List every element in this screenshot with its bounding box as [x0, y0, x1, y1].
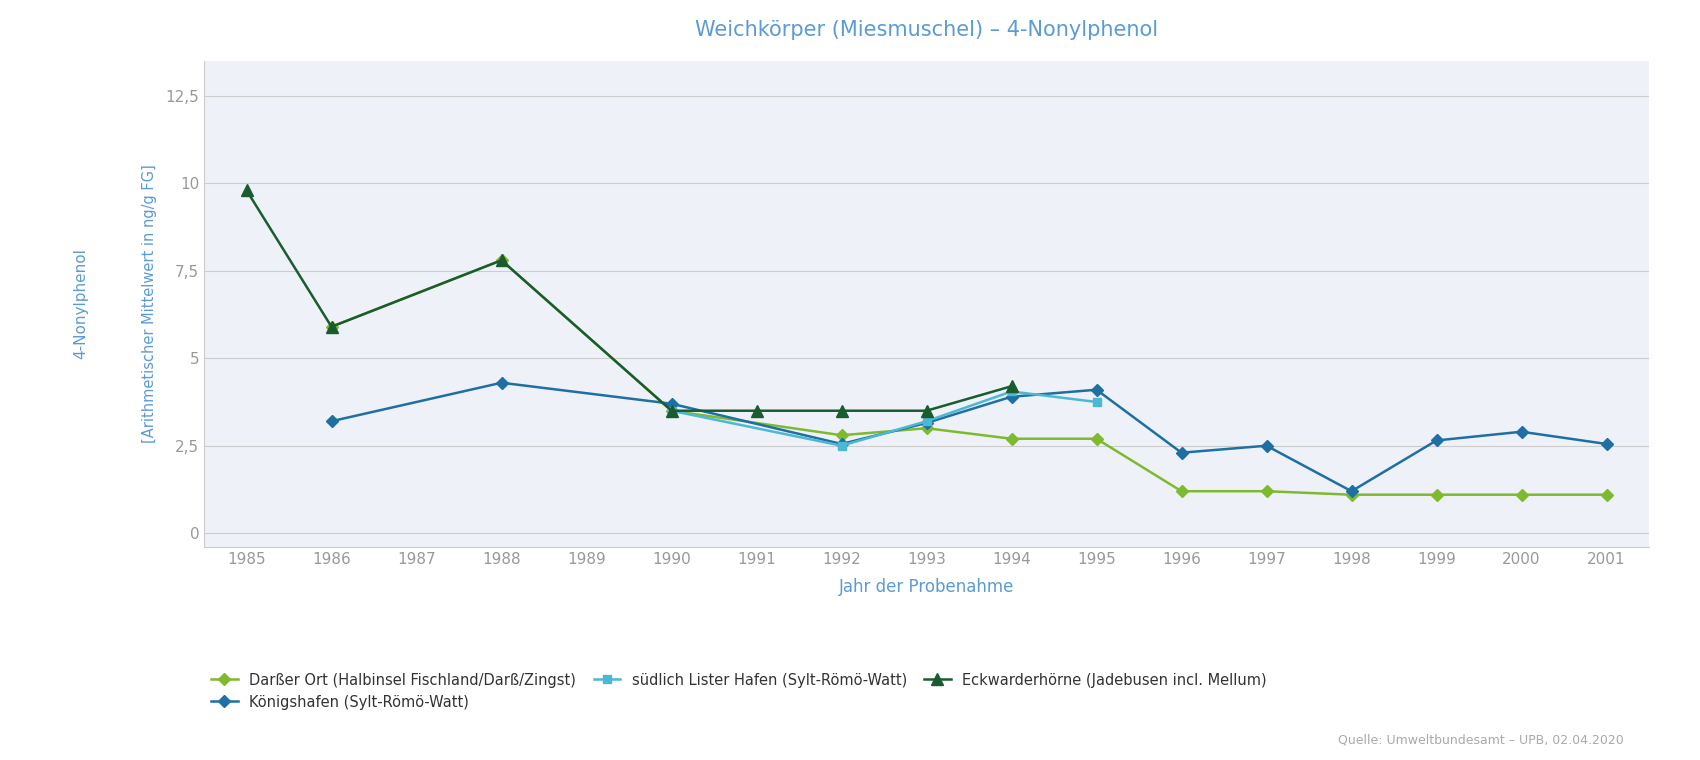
Königshafen (Sylt-Römö-Watt) — [1001, 392, 1022, 401]
Line: südlich Lister Hafen (Sylt-Römö-Watt): südlich Lister Hafen (Sylt-Römö-Watt) — [668, 388, 1100, 450]
Königshafen (Sylt-Römö-Watt) — [491, 378, 512, 388]
südlich Lister Hafen (Sylt-Römö-Watt) — [661, 406, 682, 415]
Y-axis label: [Arithmetischer Mittelwert in ng/g FG]: [Arithmetischer Mittelwert in ng/g FG] — [143, 165, 156, 443]
Königshafen (Sylt-Römö-Watt) — [1086, 385, 1107, 394]
Königshafen (Sylt-Römö-Watt) — [1596, 439, 1617, 448]
Eckwarderhörne (Jadebusen incl. Mellum) — [236, 185, 257, 195]
südlich Lister Hafen (Sylt-Römö-Watt) — [1086, 397, 1107, 407]
südlich Lister Hafen (Sylt-Römö-Watt) — [831, 441, 852, 450]
südlich Lister Hafen (Sylt-Römö-Watt) — [916, 416, 937, 426]
Darßer Ort (Halbinsel Fischland/Darß/Zingst) — [831, 431, 852, 440]
Darßer Ort (Halbinsel Fischland/Darß/Zingst) — [1171, 486, 1192, 496]
Darßer Ort (Halbinsel Fischland/Darß/Zingst) — [1256, 486, 1277, 496]
Title: Weichkörper (Miesmuschel) – 4-Nonylphenol: Weichkörper (Miesmuschel) – 4-Nonylpheno… — [695, 20, 1158, 40]
Königshafen (Sylt-Römö-Watt) — [1511, 427, 1532, 436]
Darßer Ort (Halbinsel Fischland/Darß/Zingst) — [661, 406, 682, 415]
Line: Darßer Ort (Halbinsel Fischland/Darß/Zingst): Darßer Ort (Halbinsel Fischland/Darß/Zin… — [328, 256, 1610, 499]
X-axis label: Jahr der Probenahme: Jahr der Probenahme — [838, 578, 1015, 596]
Darßer Ort (Halbinsel Fischland/Darß/Zingst) — [1001, 434, 1022, 443]
Königshafen (Sylt-Römö-Watt) — [1341, 486, 1362, 496]
Eckwarderhörne (Jadebusen incl. Mellum) — [1001, 382, 1022, 391]
Darßer Ort (Halbinsel Fischland/Darß/Zingst) — [1341, 490, 1362, 499]
Darßer Ort (Halbinsel Fischland/Darß/Zingst) — [916, 423, 937, 432]
Darßer Ort (Halbinsel Fischland/Darß/Zingst) — [1086, 434, 1107, 443]
Darßer Ort (Halbinsel Fischland/Darß/Zingst) — [1596, 490, 1617, 499]
Königshafen (Sylt-Römö-Watt) — [321, 416, 342, 426]
Eckwarderhörne (Jadebusen incl. Mellum) — [831, 406, 852, 415]
südlich Lister Hafen (Sylt-Römö-Watt) — [1001, 387, 1022, 396]
Königshafen (Sylt-Römö-Watt) — [916, 419, 937, 428]
Königshafen (Sylt-Römö-Watt) — [1426, 436, 1447, 445]
Königshafen (Sylt-Römö-Watt) — [831, 439, 852, 448]
Line: Königshafen (Sylt-Römö-Watt): Königshafen (Sylt-Römö-Watt) — [328, 378, 1610, 496]
Legend: Darßer Ort (Halbinsel Fischland/Darß/Zingst), Königshafen (Sylt-Römö-Watt), südl: Darßer Ort (Halbinsel Fischland/Darß/Zin… — [211, 673, 1266, 710]
Darßer Ort (Halbinsel Fischland/Darß/Zingst) — [1511, 490, 1532, 499]
Eckwarderhörne (Jadebusen incl. Mellum) — [491, 255, 512, 264]
Darßer Ort (Halbinsel Fischland/Darß/Zingst) — [491, 255, 512, 264]
Text: 4-Nonylphenol: 4-Nonylphenol — [73, 249, 88, 359]
Königshafen (Sylt-Römö-Watt) — [1171, 448, 1192, 458]
Text: Quelle: Umweltbundesamt – UPB, 02.04.2020: Quelle: Umweltbundesamt – UPB, 02.04.202… — [1338, 733, 1624, 746]
Königshafen (Sylt-Römö-Watt) — [661, 399, 682, 408]
Eckwarderhörne (Jadebusen incl. Mellum) — [746, 406, 767, 415]
Darßer Ort (Halbinsel Fischland/Darß/Zingst) — [321, 322, 342, 331]
Eckwarderhörne (Jadebusen incl. Mellum) — [661, 406, 682, 415]
Line: Eckwarderhörne (Jadebusen incl. Mellum): Eckwarderhörne (Jadebusen incl. Mellum) — [241, 185, 1017, 416]
Eckwarderhörne (Jadebusen incl. Mellum) — [321, 322, 342, 331]
Eckwarderhörne (Jadebusen incl. Mellum) — [916, 406, 937, 415]
Darßer Ort (Halbinsel Fischland/Darß/Zingst) — [1426, 490, 1447, 499]
Königshafen (Sylt-Römö-Watt) — [1256, 441, 1277, 450]
